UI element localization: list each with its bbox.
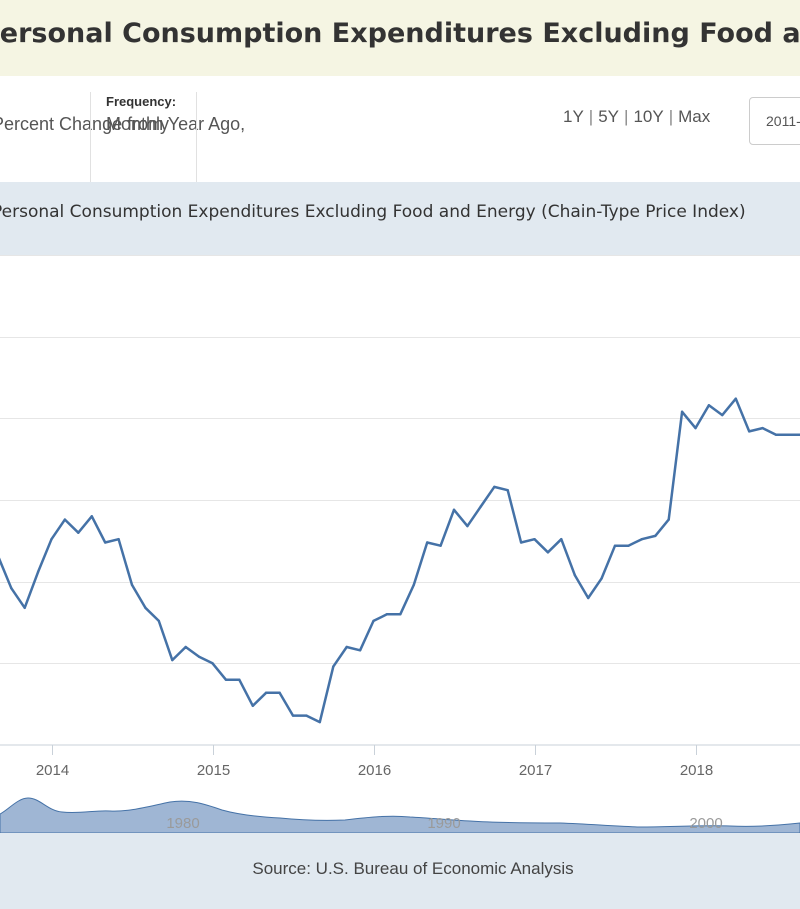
data-point [627, 544, 630, 547]
data-point [36, 570, 40, 574]
data-point [90, 515, 94, 518]
x-tick-label: 2015 [197, 762, 230, 779]
data-point [385, 613, 389, 616]
data-point [399, 613, 402, 616]
series-layer [0, 397, 800, 724]
range-1y-link[interactable]: 1Y [563, 107, 584, 126]
data-point [224, 678, 228, 681]
range-separator: | [668, 107, 674, 126]
navigator-area [0, 797, 800, 833]
data-point [546, 551, 550, 554]
data-point [278, 691, 281, 694]
data-point [144, 606, 147, 609]
series-title: Personal Consumption Expenditures Exclud… [0, 202, 746, 222]
data-point [130, 583, 134, 587]
page-title: Personal Consumption Expenditures Exclud… [0, 18, 800, 49]
grid-lines [0, 255, 800, 664]
data-point [654, 534, 657, 538]
data-point [533, 538, 536, 541]
data-point [573, 573, 576, 577]
data-point [358, 649, 362, 652]
source-bar: Source: U.S. Bureau of Economic Analysis [0, 833, 800, 909]
navigator-labels: 1980 1990 2000 [166, 815, 722, 832]
data-point [372, 619, 375, 623]
x-tick-label: 2018 [680, 762, 713, 779]
range-navigator[interactable]: 1980 1990 2000 [0, 790, 800, 833]
range-max-link[interactable]: Max [678, 107, 711, 126]
data-point [412, 583, 415, 587]
frequency-label: Frequency: [106, 94, 177, 109]
source-text: Source: U.S. Bureau of Economic Analysis [252, 859, 574, 878]
x-axis-labels: 2014 2015 2016 2017 2018 [36, 762, 713, 779]
start-date-input[interactable] [749, 97, 800, 145]
data-point [788, 433, 791, 436]
data-point [63, 518, 67, 521]
data-point [680, 410, 684, 413]
navigator-tick-label: 2000 [689, 815, 722, 832]
data-point [613, 544, 617, 547]
range-separator: | [588, 107, 594, 126]
data-point [761, 426, 764, 430]
navigator-tick-label: 1990 [427, 815, 460, 832]
controls-divider [196, 92, 197, 182]
data-point [560, 538, 563, 541]
data-point [519, 541, 523, 544]
data-point [493, 485, 496, 489]
data-point [748, 430, 751, 433]
data-point [305, 714, 308, 717]
series-header: Personal Consumption Expenditures Exclud… [0, 182, 800, 255]
x-tick-label: 2017 [519, 762, 552, 779]
data-point [265, 691, 268, 694]
data-point [77, 531, 80, 534]
data-point [734, 397, 737, 400]
data-point [184, 645, 187, 649]
data-point [694, 426, 697, 430]
range-separator: | [624, 107, 629, 126]
data-point [291, 714, 295, 717]
data-point [426, 541, 429, 544]
x-tick-label: 2014 [36, 762, 69, 779]
frequency-value[interactable]: Monthly [106, 114, 170, 134]
data-point [600, 577, 603, 580]
data-point [211, 662, 214, 665]
data-point [452, 508, 456, 511]
data-point [104, 541, 107, 544]
range-links: 1Y | 5Y | 10Y | Max [563, 107, 710, 127]
series-line [0, 397, 800, 724]
data-point [774, 433, 778, 436]
data-point [345, 645, 348, 649]
data-point [332, 665, 335, 668]
data-point [251, 704, 254, 707]
data-point [466, 524, 469, 528]
data-point [23, 606, 26, 609]
data-point [439, 544, 442, 547]
data-point [50, 538, 53, 541]
x-axis-ticks [52, 745, 697, 755]
navigator-tick-label: 1980 [166, 815, 199, 832]
data-point [479, 505, 482, 508]
controls-divider [90, 92, 91, 182]
units-value[interactable]: Percent Change from Year Ago, [0, 114, 246, 134]
data-point [667, 518, 670, 521]
title-bar: Personal Consumption Expenditures Exclud… [0, 0, 800, 76]
data-point [318, 720, 321, 724]
controls-bar: Percent Change from Year Ago, Frequency:… [0, 76, 800, 182]
data-point [117, 538, 120, 541]
data-point [707, 404, 711, 407]
data-point [171, 658, 174, 662]
range-10y-link[interactable]: 10Y [633, 107, 664, 126]
range-5y-link[interactable]: 5Y [598, 107, 620, 126]
line-chart: 2014 2015 2016 2017 2018 [0, 255, 800, 779]
data-point [506, 489, 509, 492]
data-point [10, 587, 13, 590]
data-point [721, 413, 724, 417]
data-point [197, 655, 201, 658]
data-point [587, 596, 590, 600]
x-tick-label: 2016 [358, 762, 391, 779]
data-point [157, 619, 160, 623]
data-point [238, 678, 241, 681]
data-point [640, 538, 643, 541]
